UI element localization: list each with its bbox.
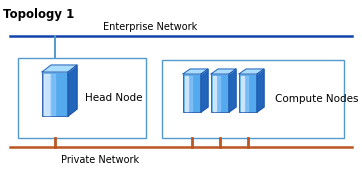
- FancyBboxPatch shape: [18, 58, 146, 138]
- Text: Enterprise Network: Enterprise Network: [103, 22, 197, 32]
- Text: Topology 1: Topology 1: [3, 8, 74, 21]
- Polygon shape: [42, 65, 77, 72]
- Polygon shape: [212, 75, 216, 111]
- Polygon shape: [201, 69, 208, 112]
- Text: Compute Nodes: Compute Nodes: [275, 94, 358, 104]
- FancyBboxPatch shape: [162, 60, 344, 138]
- FancyBboxPatch shape: [211, 74, 229, 112]
- Polygon shape: [43, 73, 50, 114]
- Polygon shape: [257, 69, 264, 112]
- Polygon shape: [239, 69, 264, 74]
- Polygon shape: [229, 69, 236, 112]
- FancyBboxPatch shape: [183, 74, 201, 112]
- Polygon shape: [211, 69, 236, 74]
- Polygon shape: [245, 75, 248, 111]
- Polygon shape: [50, 73, 55, 114]
- Polygon shape: [185, 75, 188, 111]
- Polygon shape: [240, 75, 244, 111]
- Polygon shape: [68, 65, 77, 116]
- FancyBboxPatch shape: [42, 72, 68, 116]
- Text: Head Node: Head Node: [85, 93, 142, 103]
- Text: Private Network: Private Network: [61, 155, 139, 165]
- Polygon shape: [183, 69, 208, 74]
- FancyBboxPatch shape: [239, 74, 257, 112]
- Polygon shape: [217, 75, 220, 111]
- Polygon shape: [189, 75, 192, 111]
